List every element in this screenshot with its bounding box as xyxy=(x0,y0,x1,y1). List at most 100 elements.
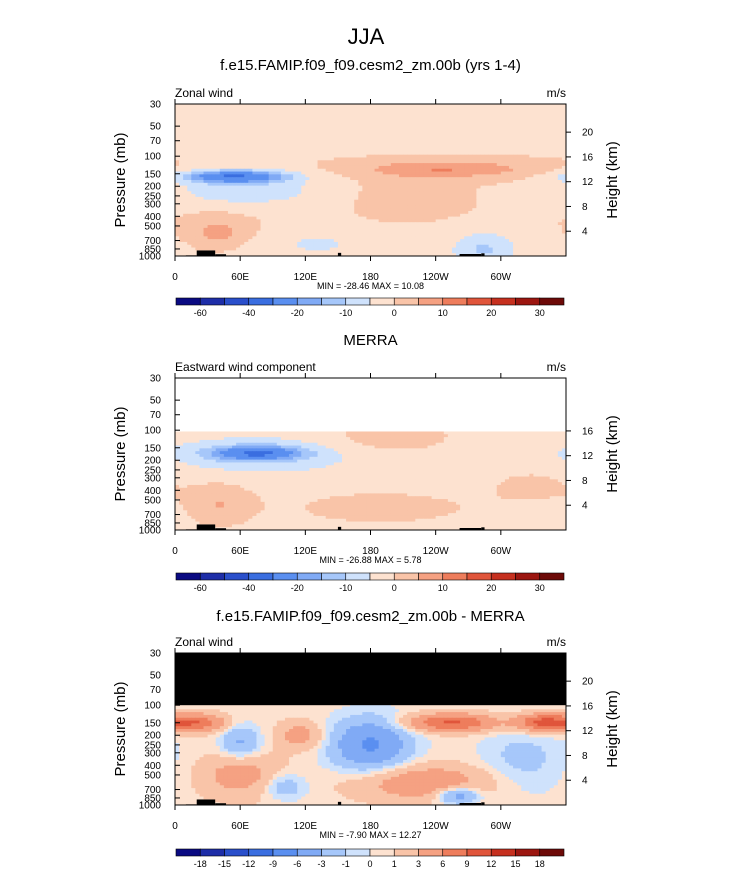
heatmap-cell xyxy=(415,194,420,198)
heatmap-cell xyxy=(240,115,245,119)
heatmap-cell xyxy=(488,171,494,175)
heatmap-cell xyxy=(411,120,416,125)
heatmap-cell xyxy=(447,146,453,150)
heatmap-cell xyxy=(236,106,241,111)
heatmap-cell xyxy=(313,230,318,234)
heatmap-cell xyxy=(305,149,310,153)
heatmap-cell xyxy=(175,104,180,108)
heatmap-cell xyxy=(183,208,188,212)
heatmap-cell xyxy=(240,143,245,147)
heatmap-cell xyxy=(341,185,347,189)
heatmap-cell xyxy=(276,115,282,119)
heatmap-cell xyxy=(508,126,514,130)
heatmap-cell xyxy=(447,233,453,237)
heatmap-cell xyxy=(525,208,530,212)
heatmap-cell xyxy=(236,163,241,167)
heatmap-cell xyxy=(260,123,265,127)
heatmap-cell xyxy=(179,120,184,125)
heatmap-cell xyxy=(289,137,294,141)
heatmap-cell xyxy=(199,160,204,164)
heatmap-cell xyxy=(297,154,302,158)
heatmap-cell xyxy=(476,216,481,220)
heatmap-cell xyxy=(500,199,506,203)
heatmap-cell xyxy=(464,225,469,229)
heatmap-cell xyxy=(456,177,461,181)
heatmap-cell xyxy=(468,115,473,119)
heatmap-cell xyxy=(504,247,510,251)
heatmap-cell xyxy=(399,120,404,125)
heatmap-cell xyxy=(427,191,432,195)
heatmap-cell xyxy=(219,196,225,201)
heatmap-cell xyxy=(504,132,510,136)
heatmap-cell xyxy=(561,216,567,220)
heatmap-cell xyxy=(232,199,237,203)
heatmap-cell xyxy=(179,219,184,223)
heatmap-cell xyxy=(272,208,278,212)
heatmap-cell xyxy=(439,219,445,223)
heatmap-cell xyxy=(419,219,424,223)
heatmap-cell xyxy=(264,109,270,113)
heatmap-cell xyxy=(447,188,453,192)
heatmap-cell xyxy=(317,199,323,203)
heatmap-cell xyxy=(423,140,428,144)
heatmap-cell xyxy=(175,227,180,232)
heatmap-cell xyxy=(513,233,518,237)
heatmap-cell xyxy=(207,157,213,161)
heatmap-cell xyxy=(517,196,522,201)
heatmap-cell xyxy=(236,236,241,240)
heatmap-cell xyxy=(248,191,253,195)
heatmap-cell xyxy=(215,151,221,156)
heatmap-cell xyxy=(545,171,551,175)
heatmap-cell xyxy=(439,205,445,209)
heatmap-cell xyxy=(403,146,408,150)
heatmap-cell xyxy=(504,134,510,139)
heatmap-cell xyxy=(358,222,363,226)
heatmap-cell xyxy=(175,241,180,246)
heatmap-cell xyxy=(407,219,412,223)
heatmap-cell xyxy=(175,210,180,215)
heatmap-cell xyxy=(411,154,416,158)
heatmap-cell xyxy=(411,194,416,198)
heatmap-cell xyxy=(439,174,445,178)
heatmap-cell xyxy=(399,233,404,237)
heatmap-cell xyxy=(272,247,278,251)
heatmap-cell xyxy=(492,126,498,130)
heatmap-cell xyxy=(557,118,563,122)
heatmap-cell xyxy=(313,191,318,195)
heatmap-cell xyxy=(500,222,506,226)
heatmap-cell xyxy=(370,191,375,195)
heatmap-cell xyxy=(460,219,465,223)
heatmap-cell xyxy=(541,115,547,119)
heatmap-cell xyxy=(561,104,567,108)
heatmap-cell xyxy=(390,241,396,246)
heatmap-cell xyxy=(366,165,371,170)
heatmap-cell xyxy=(513,196,518,201)
heatmap-cell xyxy=(415,239,420,243)
heatmap-cell xyxy=(289,199,294,203)
heatmap-cell xyxy=(370,188,375,192)
heatmap-cell xyxy=(317,227,323,232)
heatmap-cell xyxy=(293,227,298,232)
heatmap-cell xyxy=(533,120,538,125)
heatmap-cell xyxy=(521,174,526,178)
heatmap-cell xyxy=(488,241,494,246)
heatmap-cell xyxy=(399,115,404,119)
heatmap-cell xyxy=(451,185,457,189)
heatmap-cell xyxy=(480,165,485,170)
heatmap-cell xyxy=(256,185,261,189)
heatmap-cell xyxy=(211,222,217,226)
heatmap-cell xyxy=(468,129,473,133)
heatmap-cell xyxy=(508,230,514,234)
heatmap-cell xyxy=(199,185,204,189)
heatmap-cell xyxy=(390,163,396,167)
heatmap-cell xyxy=(370,199,375,203)
heatmap-cell xyxy=(337,244,343,248)
heatmap-cell xyxy=(207,244,213,248)
heatmap-cell xyxy=(297,205,302,209)
heatmap-cell xyxy=(525,180,530,184)
heatmap-cell xyxy=(199,165,204,170)
heatmap-cell xyxy=(488,146,494,150)
heatmap-cell xyxy=(415,210,420,215)
heatmap-cell xyxy=(252,213,257,217)
heatmap-cell xyxy=(504,157,510,161)
